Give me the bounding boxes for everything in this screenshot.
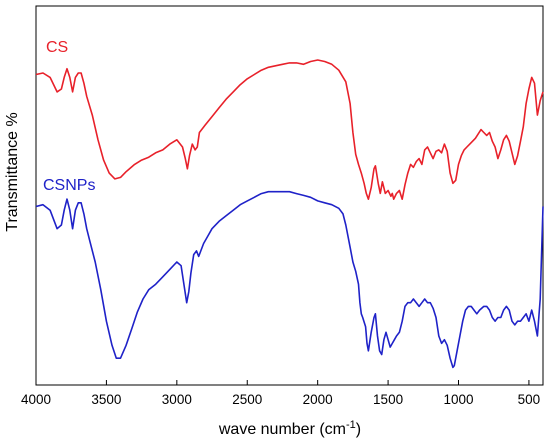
x-tick-label: 2000 xyxy=(303,392,333,407)
x-tick-label: 2500 xyxy=(232,392,262,407)
x-axis-title: wave number (cm-1) xyxy=(218,419,361,438)
series-label-csnps: CSNPs xyxy=(43,177,95,194)
series-line-cs xyxy=(35,59,544,200)
y-axis-title: Transmittance % xyxy=(4,112,21,231)
series-label-cs: CS xyxy=(46,39,68,56)
plot-frame xyxy=(35,5,544,386)
x-tick-label: 1000 xyxy=(443,392,473,407)
x-axis-title-main: wave number (cm xyxy=(218,421,346,438)
x-tick-label: 1500 xyxy=(373,392,403,407)
x-axis-title-close: ) xyxy=(356,421,361,438)
x-tick-label: 4000 xyxy=(21,392,51,407)
x-tick-label: 3500 xyxy=(91,392,121,407)
series-line-csnps xyxy=(35,190,544,369)
x-axis-title-sup: -1 xyxy=(346,419,356,431)
x-axis-ticks: 4000 3500 3000 2500 2000 1500 1000 500 xyxy=(21,380,540,407)
x-tick-label: 3000 xyxy=(162,392,192,407)
x-tick-label: 500 xyxy=(518,392,541,407)
